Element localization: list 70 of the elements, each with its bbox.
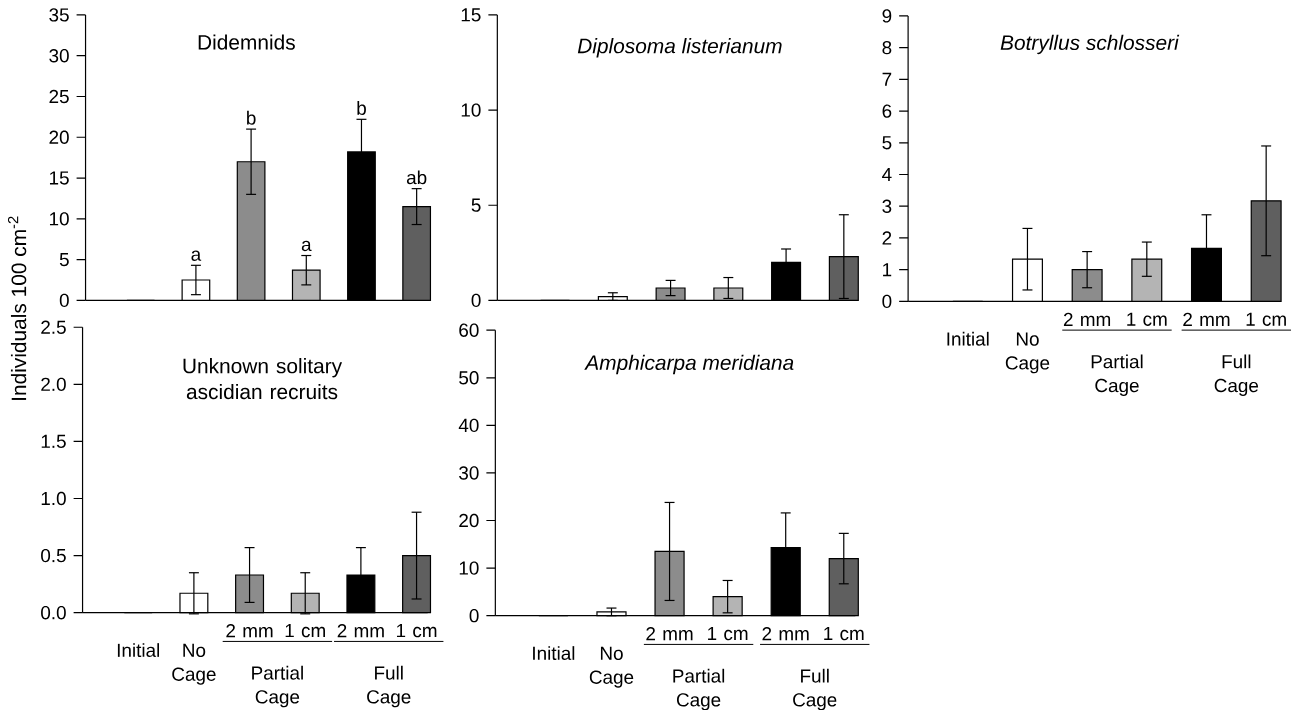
text: Partial Cage	[673, 668, 725, 710]
y-tick-label: 0.5	[41, 548, 66, 563]
x-tick-label: 1 cm	[397, 623, 437, 638]
y-tick-label: 15	[461, 8, 481, 22]
x-tick-label: No Cage	[172, 643, 216, 685]
x-tick-label: 2 mm	[226, 623, 273, 638]
x-tick-label: Initial	[533, 646, 575, 660]
x-tick-label: 1 cm	[708, 626, 748, 641]
x-tick-label: 2 mm	[1183, 312, 1230, 326]
y-axis-title: Individuals 100 cm$^{-2}$	[7, 216, 27, 400]
y-tick-label: 40	[458, 418, 479, 432]
y-tick-label: 8	[882, 40, 892, 55]
y-tick-label: 20	[459, 513, 479, 528]
y-tick-label: 1.0	[41, 491, 66, 506]
text: Partial Cage	[1091, 354, 1143, 396]
x-tick-label: 1 cm	[1246, 312, 1286, 326]
data-label: b	[357, 100, 366, 115]
y-tick-label: 10	[461, 103, 481, 117]
y-tick-label: 1	[883, 263, 892, 277]
y-tick-label: 5	[471, 198, 481, 212]
y-tick-label: 15	[49, 171, 69, 185]
y-tick-label: 5	[882, 136, 892, 150]
y-tick-label: 0	[469, 608, 479, 623]
text: Botryllus schlosseri	[1000, 34, 1180, 55]
y-tick-label: 0	[59, 293, 69, 307]
x-tick-label: 2 mm	[646, 626, 693, 641]
x-tick-label: Initial	[117, 643, 160, 657]
y-tick-label: 2.5	[41, 320, 66, 334]
data-label: a	[301, 240, 312, 252]
y-tick-label: 0.0	[41, 605, 66, 620]
y-tick-label: 20	[49, 130, 69, 144]
text: Full Cage	[1214, 354, 1259, 396]
y-tick-label: 50	[459, 370, 479, 385]
y-tick-label: 2.0	[41, 377, 66, 391]
y-tick-label: 6	[882, 104, 892, 118]
x-tick-label: No Cage	[1005, 332, 1050, 374]
y-tick-label: 25	[49, 89, 69, 104]
text: Partial Cage	[252, 665, 303, 708]
y-tick-label: 4	[882, 167, 892, 181]
y-tick-label: 10	[49, 212, 69, 226]
data-label: ab	[406, 170, 427, 185]
text: Diplosoma listerianum	[577, 37, 782, 58]
y-tick-label: 30	[49, 48, 69, 63]
text: Full Cage	[793, 668, 837, 710]
y-tick-label: 10	[459, 561, 479, 575]
y-tick-label: 5	[59, 252, 69, 267]
y-tick-label: 1.5	[41, 434, 66, 448]
y-tick-label: 3	[882, 199, 892, 213]
y-tick-label: 60	[459, 323, 479, 337]
x-tick-label: 1 cm	[285, 623, 325, 638]
x-tick-label: 1 cm	[1127, 312, 1167, 326]
data-label: a	[191, 250, 202, 261]
text: Didemnids	[198, 34, 295, 50]
text: Amphicarpa meridiana	[584, 354, 794, 375]
x-tick-label: 2 mm	[1063, 312, 1111, 326]
text: Full Cage	[367, 665, 411, 708]
y-tick-label: 30	[459, 466, 479, 480]
x-tick-label: No Cage	[589, 646, 634, 688]
data-label: b	[247, 110, 256, 125]
x-tick-label: Initial	[947, 331, 989, 346]
y-tick-label: 7	[882, 72, 892, 86]
y-tick-label: 0	[471, 293, 481, 307]
x-tick-label: 2 mm	[337, 623, 384, 638]
y-tick-label: 9	[882, 9, 892, 23]
y-tick-label: 35	[49, 8, 69, 22]
text: Unknown solitary ascidian recruits	[183, 357, 343, 400]
x-tick-label: 2 mm	[762, 626, 809, 641]
y-tick-label: 2	[882, 231, 892, 245]
x-tick-label: 1 cm	[824, 626, 864, 641]
y-tick-label: 0	[882, 294, 892, 308]
